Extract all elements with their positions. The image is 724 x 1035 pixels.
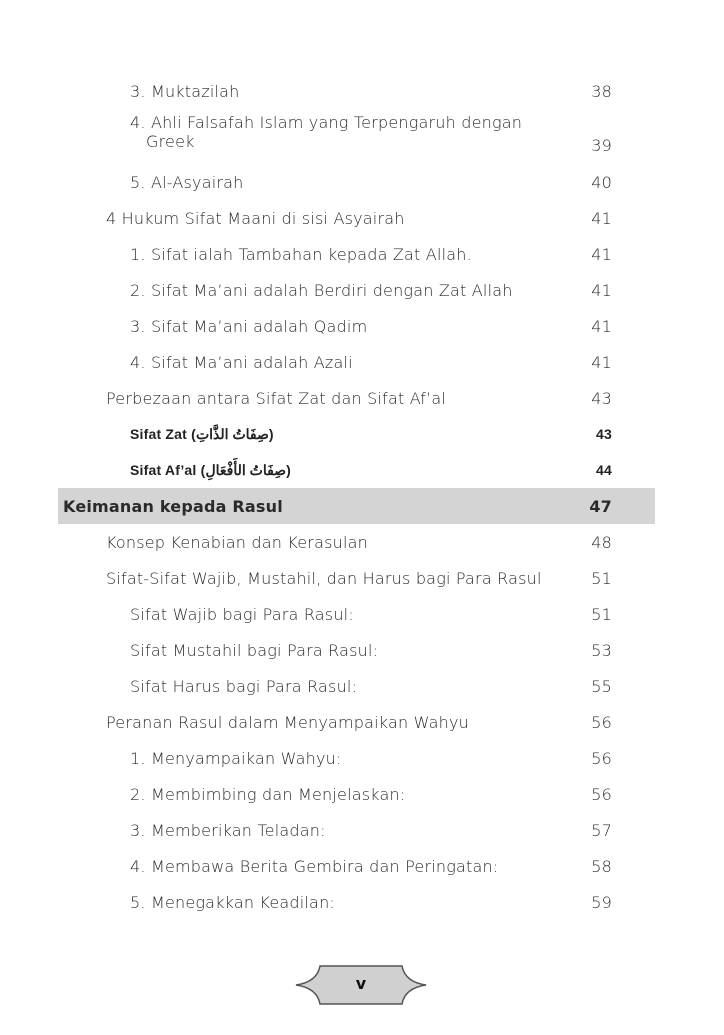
toc-entry-title-text: 3. Memberikan Teladan: [130,820,326,840]
toc-entry[interactable]: Sifat Wajib bagi Para Rasul: 51 [0,596,724,632]
toc-entry-page: 38 [591,81,612,101]
toc-entry-title-text: 3. Sifat Ma’ani adalah Qadim [130,316,368,336]
toc-entry[interactable]: 2. Membimbing dan Menjelaskan: 56 [0,776,724,812]
toc-entry-page: 53 [591,640,612,660]
toc-entry-title-text: 3. Muktazilah [130,81,240,101]
toc-entry-title: 3. Sifat Ma’ani adalah Qadim [130,317,574,336]
toc-entry-title-text: 1. Menyampaikan Wahyu: [130,748,342,768]
toc-entry[interactable]: Sifat-Sifat Wajib, Mustahil, dan Harus b… [0,560,724,596]
toc-entry-page: 41 [591,352,612,372]
toc-entry-title: Sifat Harus bagi Para Rasul: [130,677,574,696]
toc-entry-title: 4 Hukum Sifat Maani di sisi Asyairah [106,209,574,228]
toc-entry-title: 4. Sifat Ma’ani adalah Azali [130,353,574,372]
toc-entry-page: 51 [591,568,612,588]
toc-entry[interactable]: Peranan Rasul dalam Menyampaikan Wahyu 56 [0,704,724,740]
toc-entry-title: Sifat-Sifat Wajib, Mustahil, dan Harus b… [106,569,574,588]
toc-entry-page: 41 [591,244,612,264]
toc-entry-title: 5. Menegakkan Keadilan: [130,893,574,912]
toc-entry-title-text: Sifat Harus bagi Para Rasul: [130,676,358,696]
toc-entry-title: 1. Sifat ialah Tambahan kepada Zat Allah… [130,245,574,264]
toc-entry-title: Peranan Rasul dalam Menyampaikan Wahyu [106,713,574,732]
toc-entry-title: 5. Al-Asyairah [130,173,574,192]
toc-entry-page: 57 [591,820,612,840]
toc-chapter-heading[interactable]: Keimanan kepada Rasul 47 [58,488,655,524]
toc-entry-title-text: Keimanan kepada Rasul [63,496,283,516]
toc-entry-title: 1. Menyampaikan Wahyu: [130,749,574,768]
toc-entry[interactable]: 3. Muktazilah 38 [0,73,724,109]
toc-entry-title: 3. Muktazilah [130,82,574,101]
toc-entry-title-text: Konsep Kenabian dan Kerasulan [106,532,368,552]
toc-entry[interactable]: 5. Menegakkan Keadilan: 59 [0,884,724,920]
toc-entry[interactable]: 4 Hukum Sifat Maani di sisi Asyairah 41 [0,200,724,236]
toc-entry-title: 4. Membawa Berita Gembira dan Peringatan… [130,857,574,876]
toc-entry[interactable]: Perbezaan antara Sifat Zat dan Sifat Af’… [0,380,724,416]
toc-entry[interactable]: Sifat Zat (صِفَاتُ الذَّاتِ) 43 [0,416,724,452]
toc-entry-page: 41 [591,316,612,336]
toc-entry-page: 40 [591,172,612,192]
toc-entry[interactable]: 3. Sifat Ma’ani adalah Qadim 41 [0,308,724,344]
toc-entry-title: 3. Memberikan Teladan: [130,821,574,840]
toc-entry-title-text: 4 Hukum Sifat Maani di sisi Asyairah [106,208,405,228]
toc-entry[interactable]: Sifat Mustahil bagi Para Rasul: 53 [0,632,724,668]
toc-entry-title-text: 2. Sifat Ma’ani adalah Berdiri dengan Za… [130,280,513,300]
toc-entry-title: Sifat Mustahil bagi Para Rasul: [130,641,574,660]
toc-entry-title: Konsep Kenabian dan Kerasulan [106,533,574,552]
toc-entry[interactable]: Sifat Harus bagi Para Rasul: 55 [0,668,724,704]
toc-entry-title-text: 2. Membimbing dan Menjelaskan: [130,784,406,804]
toc-entry-page: 51 [591,604,612,624]
toc-entry[interactable]: 4. Ahli Falsafah Islam yang Terpengaruh … [0,109,724,164]
toc-entry-page: 43 [591,388,612,408]
toc-entry-title-text: Sifat Af’al (صِفَاتُ الأَفْعَالِ) [130,461,291,478]
toc-entry-title-text: 4. Membawa Berita Gembira dan Peringatan… [130,856,499,876]
toc-entry-title: Sifat Wajib bagi Para Rasul: [130,605,574,624]
toc-entry-title: Keimanan kepada Rasul [63,497,505,516]
toc-entry-page: 56 [591,712,612,732]
toc-entry-page: 43 [596,426,612,442]
toc-entry-page: 48 [591,532,612,552]
toc-entry-page: 47 [589,496,612,516]
toc-entry-page: 58 [591,856,612,876]
toc-entry-title-text: 5. Al-Asyairah [130,172,244,192]
toc-entry[interactable]: Konsep Kenabian dan Kerasulan 48 [0,524,724,560]
toc-entry-title: 4. Ahli Falsafah Islam yang Terpengaruh … [130,113,574,151]
toc-entry-page: 55 [591,676,612,696]
toc-entry-page: 44 [596,462,612,478]
toc-entry-title: Sifat Af’al (صِفَاتُ الأَفْعَالِ) [130,461,574,480]
toc-entry-title-text: Sifat-Sifat Wajib, Mustahil, dan Harus b… [106,568,542,588]
toc-entry-title: 2. Membimbing dan Menjelaskan: [130,785,574,804]
toc-entry-title-text: Perbezaan antara Sifat Zat dan Sifat Af’… [106,388,447,408]
toc-entry[interactable]: 4. Sifat Ma’ani adalah Azali 41 [0,344,724,380]
page-number-badge: v [294,963,428,1007]
toc-entry-title-text: 4. Ahli Falsafah Islam yang Terpengaruh … [130,113,523,132]
toc-entry-page: 59 [591,892,612,912]
toc-entry-page: 41 [591,280,612,300]
toc-entry[interactable]: 2. Sifat Ma’ani adalah Berdiri dengan Za… [0,272,724,308]
table-of-contents: 3. Muktazilah 38 4. Ahli Falsafah Islam ya… [0,73,724,920]
badge-shape-icon [295,965,427,1005]
toc-entry-title-text: 4. Sifat Ma’ani adalah Azali [130,352,353,372]
toc-entry-title-text: 5. Menegakkan Keadilan: [130,892,335,912]
toc-entry-title: 2. Sifat Ma’ani adalah Berdiri dengan Za… [130,281,574,300]
toc-entry-title-text: Sifat Mustahil bagi Para Rasul: [130,640,379,660]
toc-entry-title-continued: Greek [146,132,195,151]
toc-entry[interactable]: 4. Membawa Berita Gembira dan Peringatan… [0,848,724,884]
toc-entry-page: 39 [591,136,612,155]
toc-entry-page: 41 [591,208,612,228]
toc-entry[interactable]: 1. Sifat ialah Tambahan kepada Zat Allah… [0,236,724,272]
toc-entry-title: Sifat Zat (صِفَاتُ الذَّاتِ) [130,425,574,444]
toc-entry-page: 56 [591,784,612,804]
toc-entry[interactable]: 5. Al-Asyairah 40 [0,164,724,200]
toc-entry[interactable]: Sifat Af’al (صِفَاتُ الأَفْعَالِ) 44 [0,452,724,488]
toc-entry-title-text: Sifat Wajib bagi Para Rasul: [130,604,354,624]
toc-entry-title-text: 1. Sifat ialah Tambahan kepada Zat Allah… [130,244,472,264]
toc-entry[interactable]: 3. Memberikan Teladan: 57 [0,812,724,848]
page-number: v [355,974,367,993]
toc-entry[interactable]: 1. Menyampaikan Wahyu: 56 [0,740,724,776]
toc-entry-title: Perbezaan antara Sifat Zat dan Sifat Af’… [106,389,574,408]
toc-entry-title-text: Sifat Zat (صِفَاتُ الذَّاتِ) [130,425,274,442]
toc-entry-page: 56 [591,748,612,768]
toc-entry-title-text: Peranan Rasul dalam Menyampaikan Wahyu [106,712,469,732]
